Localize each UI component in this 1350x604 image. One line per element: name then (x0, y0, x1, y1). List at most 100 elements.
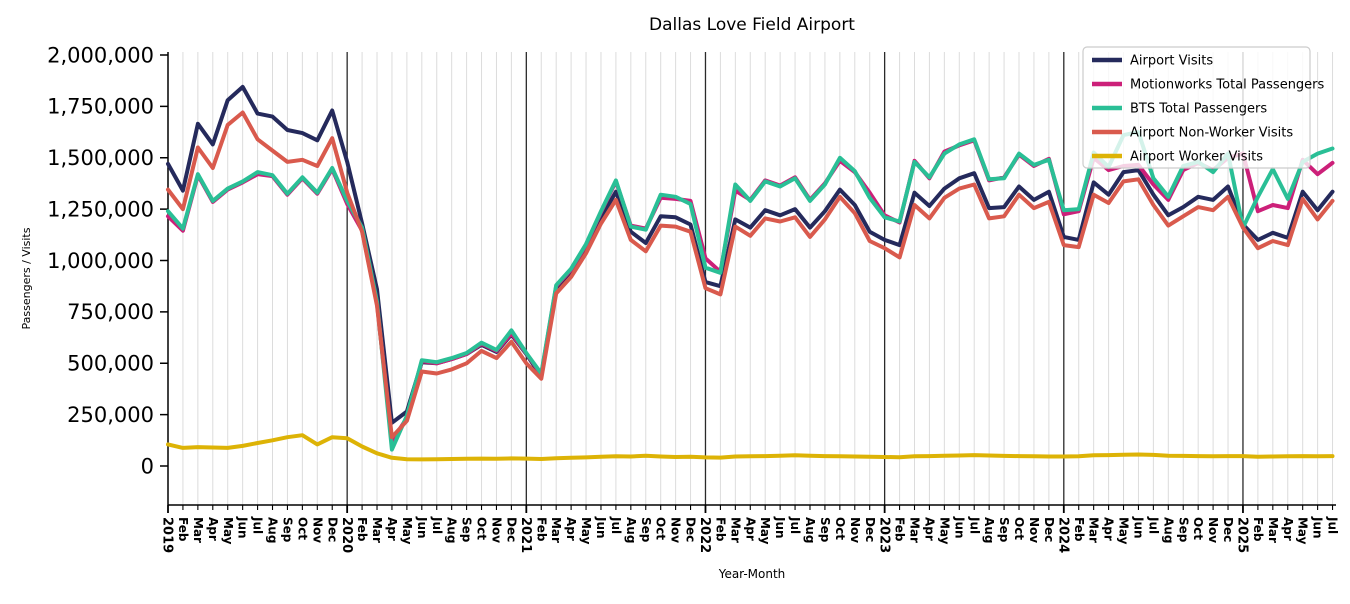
x-tick-label-month: Apr (1102, 517, 1116, 541)
x-tick-label-month: Sep (1176, 517, 1190, 543)
x-tick-label-month: Oct (295, 517, 309, 540)
x-tick-label-month: Nov (1027, 517, 1041, 543)
x-tick-label-month: Aug (266, 517, 280, 543)
x-tick-label-month: Apr (206, 517, 220, 541)
x-tick-label-month: Feb (1251, 517, 1265, 542)
x-tick-label-month: May (221, 517, 235, 545)
x-tick-label-month: Oct (833, 517, 847, 540)
series-line-airport-non-worker-visits (166, 110, 1335, 440)
x-tick-label-month: May (1117, 517, 1131, 545)
x-tick-label-month: Feb (1072, 517, 1086, 542)
x-tick-label-month: Mar (1087, 517, 1101, 543)
x-tick-label-month: May (937, 517, 951, 545)
x-tick-label-month: Feb (534, 517, 548, 542)
y-tick-label: 2,000,000 (47, 43, 154, 67)
x-tick-label-month: May (400, 517, 414, 545)
x-tick-label-month: May (758, 517, 772, 545)
x-tick-label-month: Jul (1326, 516, 1340, 534)
legend-label: BTS Total Passengers (1130, 102, 1267, 117)
x-tick-label-month: Mar (370, 517, 384, 543)
x-tick-label-month: Oct (654, 517, 668, 540)
x-tick-label-month: Dec (504, 517, 518, 542)
x-tick-label-month: Apr (922, 517, 936, 541)
x-tick-label-month: Aug (1161, 517, 1175, 543)
y-tick-label: 500,000 (67, 352, 154, 376)
x-tick-label-month: Feb (893, 517, 907, 542)
x-tick-label-month: Dec (863, 517, 877, 542)
legend-box (1082, 46, 1311, 169)
x-tick-label-month: Nov (310, 517, 324, 543)
y-tick-label: 0 (141, 454, 154, 478)
y-axis-label: Passengers / Visits (20, 227, 33, 329)
x-tick-label-month: Dec (325, 517, 339, 542)
x-tick-label-month: Jun (236, 516, 250, 539)
gridlines (182, 52, 1334, 505)
x-tick-label-month: Oct (1012, 517, 1026, 540)
chart-title: Dallas Love Field Airport (649, 15, 855, 35)
y-tick-label: 750,000 (67, 300, 154, 324)
x-tick-label-month: Nov (1206, 517, 1220, 543)
x-tick-label-month: Jul (1146, 516, 1160, 534)
x-tick-label-month: Jun (952, 516, 966, 539)
x-tick-label-month: Sep (639, 517, 653, 543)
legend-label: Airport Non-Worker Visits (1130, 126, 1293, 141)
y-tick-label: 1,500,000 (47, 146, 154, 170)
x-tick-label-month: Feb (176, 517, 190, 542)
x-tick-label-year: 2023 (876, 517, 891, 553)
x-tick-label-month: Mar (728, 517, 742, 543)
x-tick-label-year: 2020 (339, 517, 354, 553)
y-tick-label: 250,000 (67, 403, 154, 427)
x-tick-label-month: Aug (445, 517, 459, 543)
x-tick-label-month: Aug (624, 517, 638, 543)
x-tick-label-month: Apr (743, 517, 757, 541)
y-tick-label: 1,000,000 (47, 249, 154, 273)
x-tick-label-month: Sep (460, 517, 474, 543)
x-tick-label-year: 2024 (1056, 517, 1071, 553)
axes: 0 250,000 500,000 750,000 1,000,000 1,250,000… (47, 43, 1339, 553)
legend: Airport Visits Motionworks Total Passenge… (1082, 46, 1325, 169)
x-tick-label-month: Jul (967, 516, 981, 534)
x-tick-label-month: Jun (594, 516, 608, 539)
x-tick-label-month: Aug (982, 517, 996, 543)
x-tick-label-month: Jun (1131, 516, 1145, 539)
x-tick-label-month: Jul (609, 516, 623, 534)
x-tick-label-month: Mar (1266, 517, 1280, 543)
x-tick-label-month: Jun (415, 516, 429, 539)
x-tick-label-month: Mar (908, 517, 922, 543)
legend-label: Airport Worker Visits (1130, 150, 1263, 165)
x-tick-label-year: 2021 (518, 517, 533, 553)
x-tick-label-month: Jun (773, 516, 787, 539)
x-tick-label-month: Oct (475, 517, 489, 540)
x-tick-label-month: Dec (1042, 517, 1056, 542)
x-tick-label-month: Feb (713, 517, 727, 542)
x-tick-label-year: 2025 (1235, 517, 1250, 553)
x-tick-label-year: 2019 (160, 517, 175, 553)
legend-label: Motionworks Total Passengers (1130, 78, 1325, 93)
x-tick-label-month: Apr (385, 517, 399, 541)
x-tick-label-month: Mar (549, 517, 563, 543)
x-tick-label-month: Jun (1311, 516, 1325, 539)
legend-label: Airport Visits (1130, 54, 1213, 69)
x-tick-label-month: Nov (489, 517, 503, 543)
x-tick-label-month: Jul (430, 516, 444, 534)
x-tick-label-month: Aug (803, 517, 817, 543)
x-tick-label-month: Sep (818, 517, 832, 543)
x-tick-label-month: Apr (564, 517, 578, 541)
y-tick-label: 1,750,000 (47, 95, 154, 119)
x-tick-label-month: Mar (191, 517, 205, 543)
x-tick-label-month: Apr (1281, 517, 1295, 541)
x-tick-label-month: Jul (251, 516, 265, 534)
x-tick-label-month: Dec (684, 517, 698, 542)
x-tick-label-month: Jul (788, 516, 802, 534)
x-tick-label-month: Feb (355, 517, 369, 542)
x-tick-label-month: Sep (997, 517, 1011, 543)
y-tick-label: 1,250,000 (47, 197, 154, 221)
x-tick-label-month: Oct (1191, 517, 1205, 540)
x-tick-label-month: Sep (280, 517, 294, 543)
x-axis-label: Year-Month (718, 567, 786, 581)
x-tick-label-month: Nov (848, 517, 862, 543)
x-tick-label-month: Dec (1221, 517, 1235, 542)
x-tick-label-year: 2022 (697, 517, 712, 553)
